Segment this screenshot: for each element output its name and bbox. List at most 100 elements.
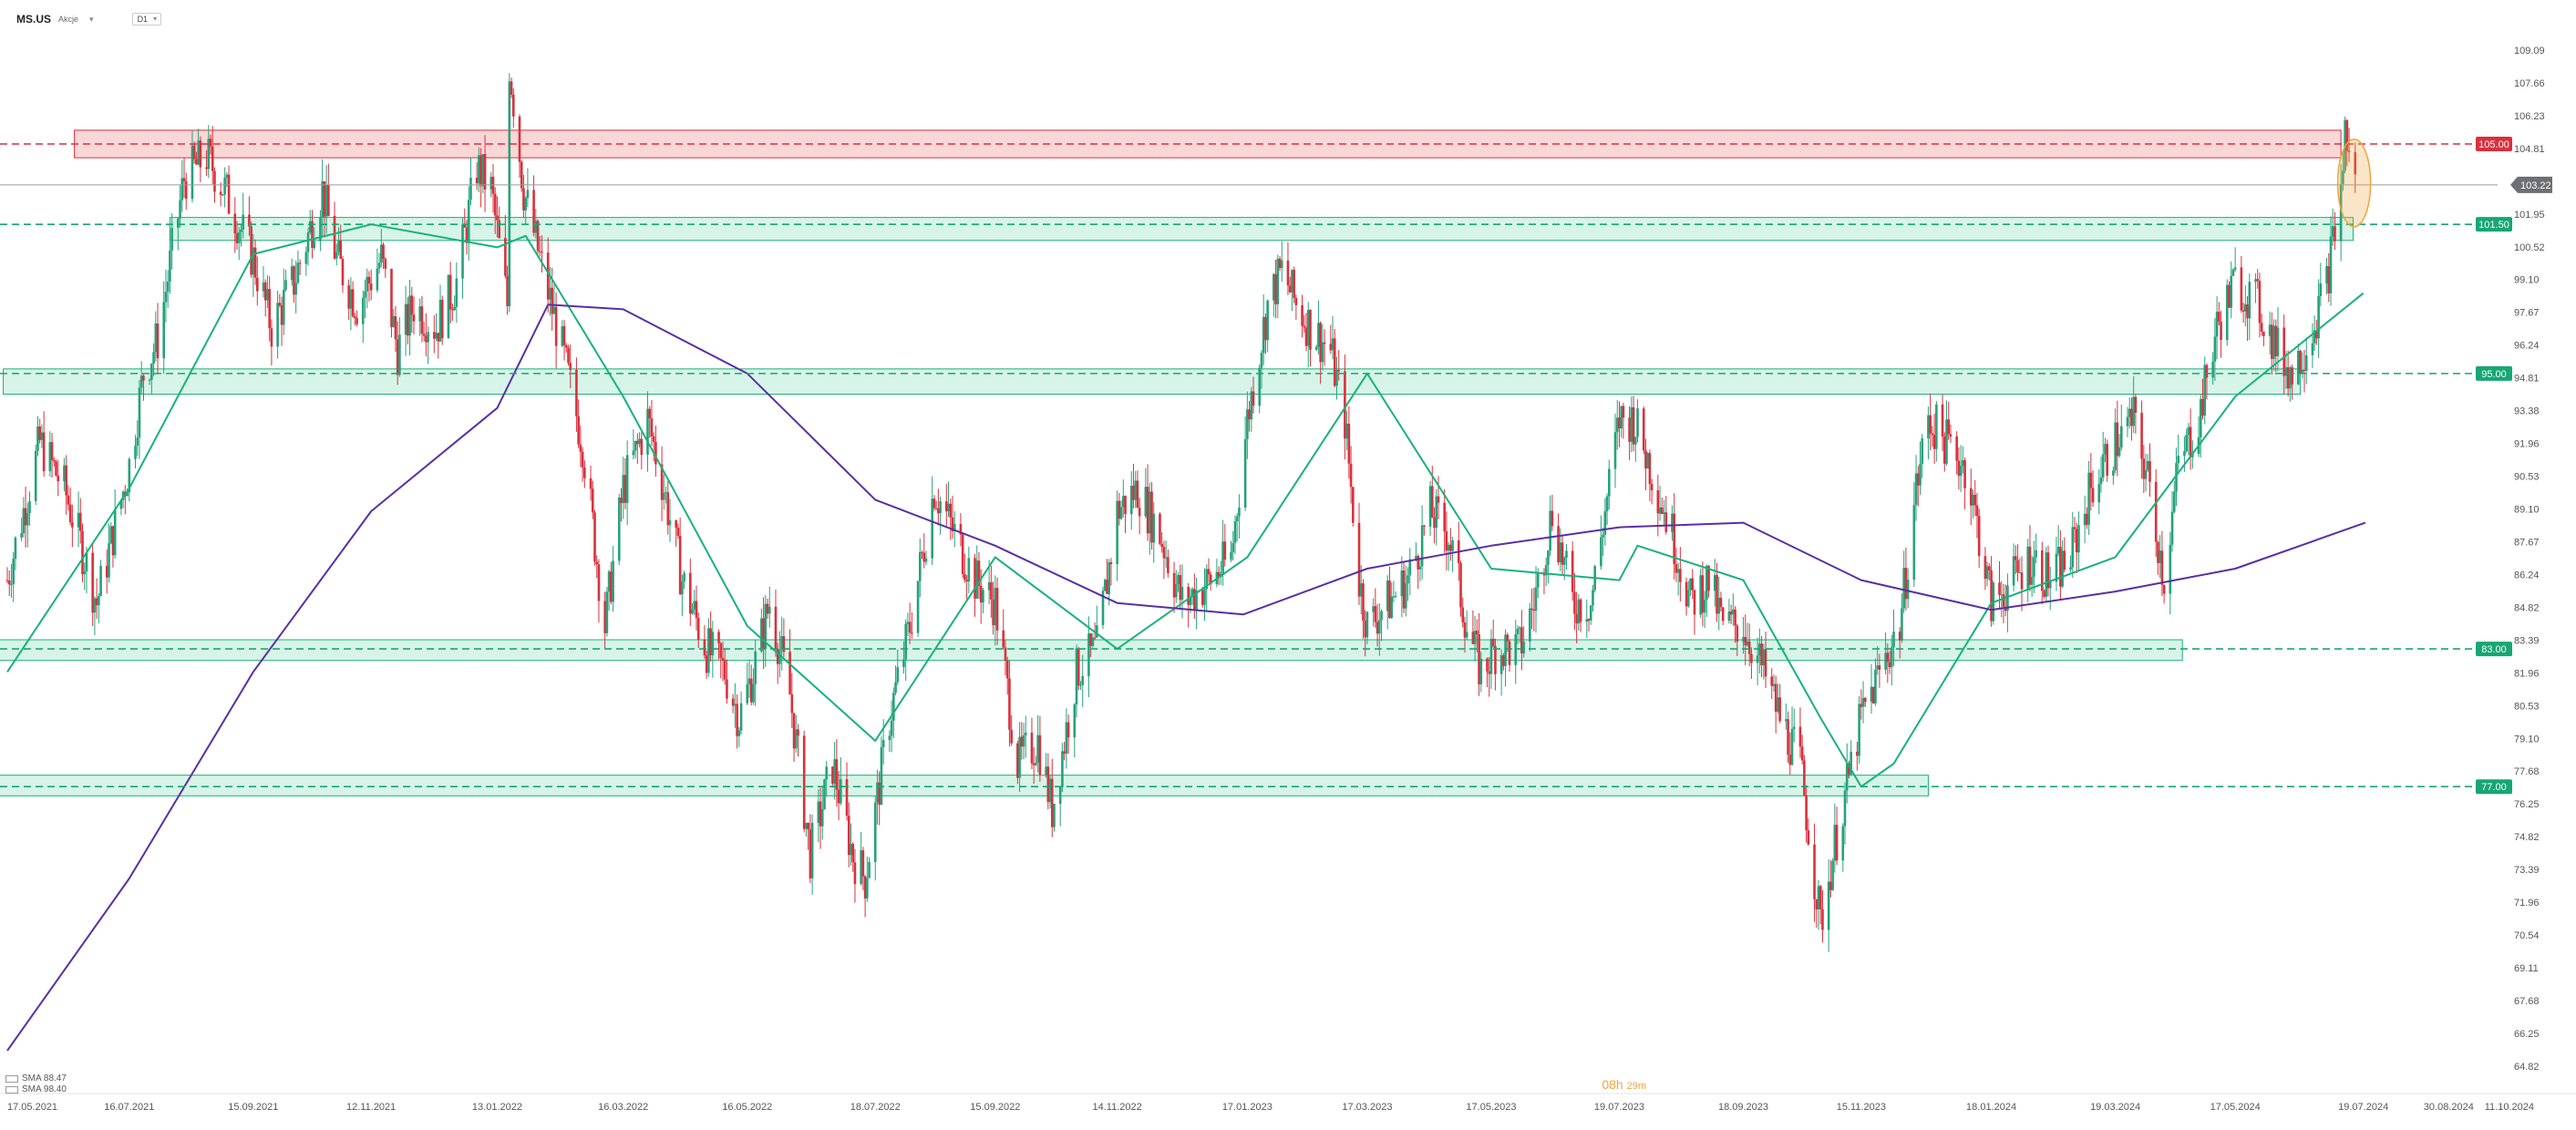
candle-body: [1050, 778, 1054, 827]
candle-body: [2144, 469, 2148, 479]
candle-body: [561, 325, 564, 346]
candle-body: [263, 282, 267, 301]
candle-body: [142, 375, 145, 381]
candle-body: [323, 180, 326, 217]
candle-body: [595, 561, 599, 565]
y-tick-label: 66.25: [2514, 1029, 2540, 1040]
chevron-down-icon[interactable]: ▾: [89, 14, 94, 24]
candle-body: [1798, 726, 1802, 747]
legend-item-sma-slow[interactable]: SMA 98.40: [5, 1084, 67, 1095]
candle-body: [1634, 437, 1637, 445]
candle-body: [1449, 544, 1452, 551]
chevron-down-icon: ▾: [153, 15, 158, 23]
candle-body: [1024, 732, 1027, 735]
candle-body: [99, 565, 102, 597]
candle-body: [640, 438, 644, 456]
candle-body: [2211, 361, 2214, 378]
candle-body: [1856, 751, 1859, 756]
candle-body: [617, 498, 621, 561]
candle-body: [1561, 542, 1564, 565]
candle-body: [1529, 608, 1531, 642]
x-tick-label: 17.01.2023: [1222, 1102, 1273, 1113]
candle-body: [1420, 525, 1424, 567]
candle-body: [538, 251, 541, 252]
candle-body: [311, 221, 314, 249]
candle-body: [1278, 258, 1282, 269]
candle-body: [294, 282, 297, 295]
candle-body: [475, 178, 479, 184]
candle-body: [2142, 458, 2146, 479]
candle-body: [440, 299, 444, 339]
candle-body: [139, 375, 143, 388]
candle-body: [994, 588, 997, 626]
zone-support-2: [3, 368, 2302, 396]
candle-body: [1471, 632, 1475, 644]
x-tick-label: 12.11.2021: [346, 1102, 396, 1113]
x-tick-label: 16.05.2022: [722, 1102, 772, 1113]
x-tick-label: 15.11.2023: [1837, 1102, 1886, 1113]
eye-icon[interactable]: [5, 1086, 18, 1094]
candle-body: [1785, 719, 1788, 722]
candle-body: [2303, 369, 2306, 371]
candle-body: [1955, 436, 1958, 461]
candle-body: [461, 224, 464, 279]
candle-body: [534, 221, 538, 233]
y-tick-label: 90.53: [2514, 471, 2540, 482]
candle-body: [211, 146, 214, 171]
candle-body: [2347, 150, 2351, 152]
candle-body: [851, 844, 855, 863]
candle-body: [1760, 643, 1763, 666]
timeframe-selector[interactable]: D1 ▾: [131, 13, 162, 26]
candle-body: [223, 178, 226, 195]
candle-body: [1547, 550, 1550, 565]
candle-body: [1045, 766, 1047, 776]
symbol-label[interactable]: MS.US: [16, 13, 52, 26]
legend-label: SMA 88.47: [22, 1074, 67, 1084]
candle-body: [111, 526, 115, 556]
candle-body: [306, 231, 310, 252]
candle-body: [2117, 447, 2121, 457]
candle-body: [921, 551, 923, 553]
candle-body: [695, 601, 698, 619]
zone-resistance-0: [74, 129, 2342, 159]
candle-body: [278, 303, 282, 306]
candle-body: [1195, 590, 1198, 611]
candle-body: [2175, 463, 2178, 492]
candle-body: [577, 416, 580, 445]
legend-item-sma-fast[interactable]: SMA 88.47: [5, 1074, 67, 1084]
candle-body: [1870, 686, 1873, 702]
candle-body: [1217, 571, 1221, 578]
candle-body: [293, 266, 295, 295]
eye-icon[interactable]: [5, 1075, 18, 1083]
candle-body: [1036, 734, 1039, 763]
zone-support-4: [0, 775, 1929, 796]
candle-body: [1941, 404, 1944, 437]
candle-body: [1433, 517, 1436, 529]
candle-body: [1551, 510, 1554, 527]
candle-body: [546, 252, 550, 300]
candle-body: [469, 178, 472, 200]
y-tick-label: 109.09: [2514, 46, 2545, 56]
candle-body: [1175, 583, 1178, 598]
candle-body: [179, 200, 181, 219]
candle-body: [974, 558, 976, 599]
candle-body: [136, 437, 139, 447]
candle-body: [1053, 804, 1056, 827]
candle-body: [1579, 599, 1582, 622]
candle-body: [339, 241, 343, 259]
candle-body: [1921, 438, 1924, 465]
candle-body: [498, 220, 500, 239]
x-tick-label: 13.01.2022: [472, 1102, 522, 1113]
candle-body: [1949, 434, 1953, 437]
candle-body: [1417, 556, 1419, 570]
candle-body: [1465, 632, 1468, 638]
y-tick-label: 87.67: [2514, 537, 2540, 548]
candle-body: [522, 188, 525, 211]
candle-body: [1388, 580, 1391, 619]
y-tick-label: 107.66: [2514, 78, 2545, 89]
candle-body: [1167, 557, 1170, 573]
candle-body: [892, 693, 895, 721]
candle-body: [248, 214, 251, 227]
